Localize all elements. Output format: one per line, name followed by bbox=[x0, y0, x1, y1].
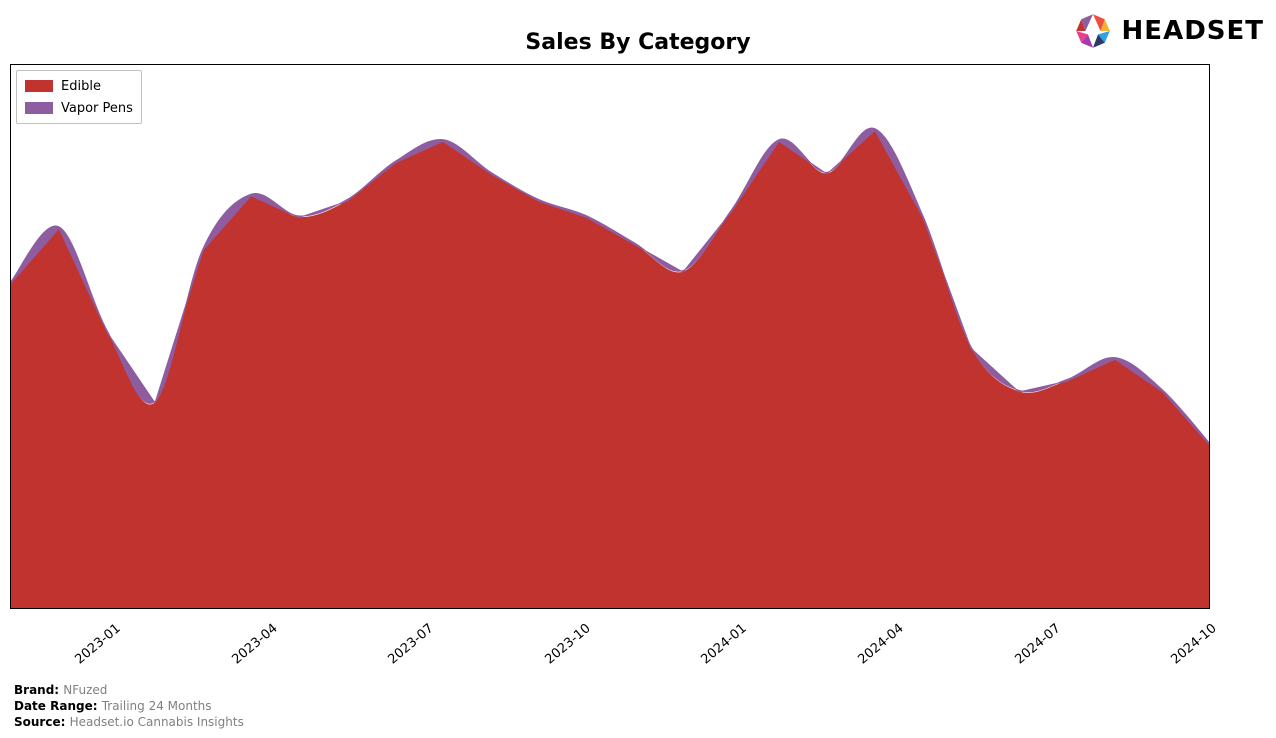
meta-value: Headset.io Cannabis Insights bbox=[70, 715, 244, 729]
x-tick-label: 2024-10 bbox=[1168, 621, 1219, 667]
chart-plot-area bbox=[10, 64, 1210, 609]
x-tick-label: 2024-04 bbox=[855, 621, 906, 667]
legend-item: Edible bbox=[25, 75, 133, 97]
x-tick-label: 2023-01 bbox=[73, 621, 124, 667]
meta-label: Source: bbox=[14, 715, 70, 729]
legend-swatch bbox=[25, 80, 53, 92]
meta-line: Date Range: Trailing 24 Months bbox=[14, 698, 244, 714]
chart-svg bbox=[11, 65, 1210, 609]
headset-logo-icon bbox=[1072, 10, 1114, 52]
legend-item: Vapor Pens bbox=[25, 97, 133, 119]
meta-label: Date Range: bbox=[14, 699, 102, 713]
chart-legend: Edible Vapor Pens bbox=[16, 70, 142, 124]
meta-value: Trailing 24 Months bbox=[102, 699, 212, 713]
meta-line: Brand: NFuzed bbox=[14, 682, 244, 698]
meta-label: Brand: bbox=[14, 683, 63, 697]
x-tick-label: 2024-07 bbox=[1012, 621, 1063, 667]
x-tick-label: 2023-10 bbox=[542, 621, 593, 667]
meta-value: NFuzed bbox=[63, 683, 107, 697]
x-tick-label: 2023-04 bbox=[229, 621, 280, 667]
chart-container: Sales By Category HEADSET EdibleVapor Pe… bbox=[0, 0, 1276, 738]
brand-logo: HEADSET bbox=[1072, 10, 1264, 52]
x-tick-label: 2024-01 bbox=[699, 621, 750, 667]
legend-label: Vapor Pens bbox=[61, 101, 133, 116]
legend-swatch bbox=[25, 102, 53, 114]
x-tick-label: 2023-07 bbox=[386, 621, 437, 667]
meta-line: Source: Headset.io Cannabis Insights bbox=[14, 714, 244, 730]
brand-logo-text: HEADSET bbox=[1122, 16, 1264, 46]
legend-label: Edible bbox=[61, 79, 101, 94]
chart-meta: Brand: NFuzedDate Range: Trailing 24 Mon… bbox=[14, 682, 244, 730]
series-area bbox=[11, 130, 1210, 609]
